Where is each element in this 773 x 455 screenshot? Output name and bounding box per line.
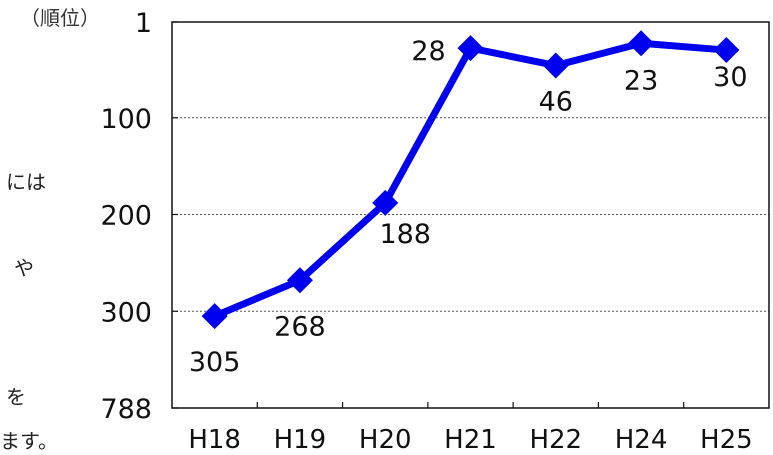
data-point	[713, 37, 740, 64]
data-point	[542, 52, 569, 79]
data-point	[286, 267, 313, 294]
x-tick-label: H21	[444, 425, 497, 455]
x-tick-label: H19	[274, 425, 327, 455]
x-tick-label: H18	[188, 425, 241, 455]
side-text-3: を	[6, 385, 26, 409]
data-label: 28	[411, 36, 445, 67]
data-point	[372, 189, 399, 216]
y-tick-label: 300	[100, 297, 152, 328]
x-tick-label: H22	[529, 425, 582, 455]
x-tick-label: H20	[359, 425, 412, 455]
data-label: 268	[274, 311, 326, 342]
data-point	[201, 303, 228, 330]
side-text-2: や	[14, 256, 34, 280]
side-text-4: ます。	[0, 429, 58, 453]
x-tick-label: H24	[615, 425, 668, 455]
y-tick-label: 1	[135, 8, 152, 39]
y-tick-label: 200	[100, 201, 152, 232]
data-point	[628, 30, 655, 57]
grid-lines	[172, 117, 769, 312]
data-label: 46	[539, 87, 573, 118]
y-axis-ticks: 1 100 200 300 788	[100, 8, 178, 425]
data-label: 305	[189, 347, 241, 378]
x-tick-label: H25	[700, 425, 753, 455]
y-tick-label: 100	[100, 104, 152, 135]
data-label: 188	[379, 219, 431, 250]
y-axis-unit-label: （順位）	[20, 6, 100, 30]
x-axis-ticks: H18 H19 H20 H21 H22 H24 H25	[188, 402, 753, 455]
data-label: 30	[713, 62, 747, 93]
series-markers	[201, 30, 740, 330]
y-tick-label: 788	[100, 394, 152, 425]
data-labels: 305 268 188 28 46 23 30	[189, 36, 748, 378]
data-point	[457, 35, 484, 62]
side-text-1: には	[6, 170, 46, 194]
data-label: 23	[624, 65, 658, 96]
